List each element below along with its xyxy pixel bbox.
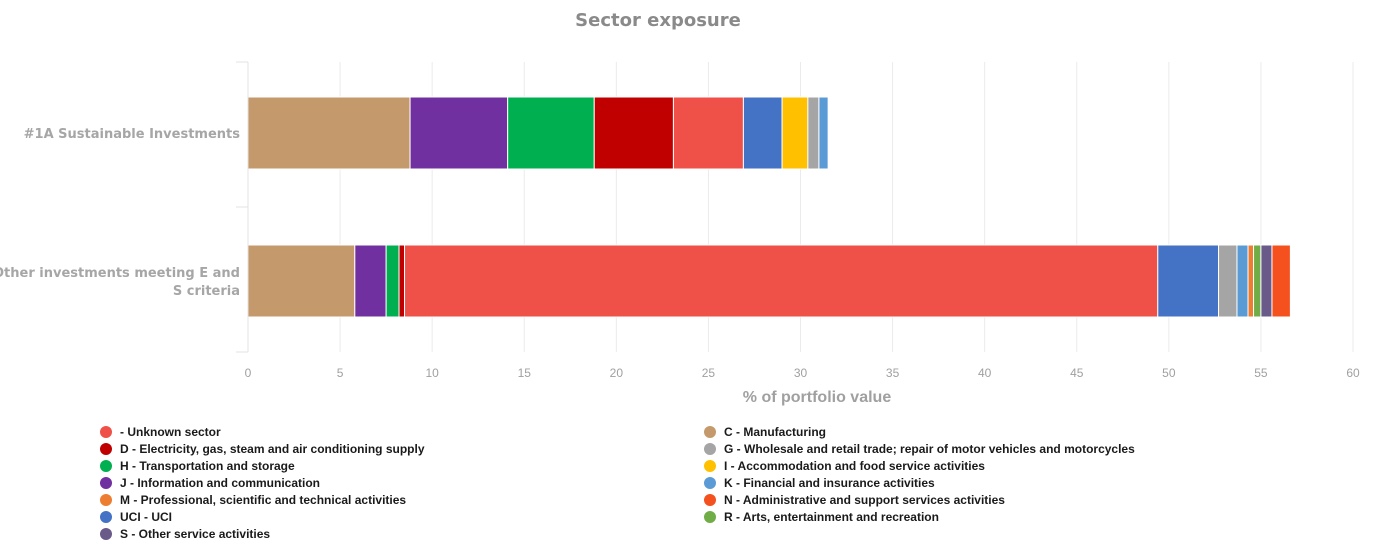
- x-tick-label: 10: [425, 366, 439, 380]
- legend-marker: [100, 476, 112, 489]
- x-tick-label: 35: [886, 366, 900, 380]
- legend-item[interactable]: D - Electricity, gas, steam and air cond…: [100, 440, 425, 457]
- legend-label: J - Information and communication: [120, 475, 321, 490]
- bar-segment[interactable]: [1253, 244, 1262, 318]
- legend-marker: [704, 476, 716, 489]
- legend-item[interactable]: - Unknown sector: [100, 423, 425, 440]
- bar-segment[interactable]: [1260, 244, 1273, 318]
- chart-legend: - Unknown sector D - Electricity, gas, st…: [100, 423, 1300, 541]
- legend-marker: [100, 493, 112, 506]
- legend-marker: [704, 510, 716, 523]
- bar-segment[interactable]: [807, 96, 820, 170]
- legend-item[interactable]: J - Information and communication: [100, 474, 425, 491]
- legend-label: C - Manufacturing: [724, 424, 826, 439]
- x-tick-label: 60: [1346, 366, 1360, 380]
- legend-item[interactable]: G - Wholesale and retail trade; repair o…: [704, 440, 1135, 457]
- chart-title: Sector exposure: [575, 10, 741, 31]
- category-labels: #1A Sustainable Investments # 1B Other in…: [0, 127, 240, 299]
- legend-label: N - Administrative and support services …: [724, 492, 1005, 507]
- legend-column-right: C - Manufacturing G - Wholesale and retai…: [704, 423, 1135, 525]
- bar-segment[interactable]: [1218, 244, 1238, 318]
- x-tick-label: 45: [1070, 366, 1084, 380]
- legend-item[interactable]: I - Accommodation and food service activ…: [704, 457, 1135, 474]
- x-tick-label: 40: [978, 366, 992, 380]
- bar-segment[interactable]: [818, 96, 829, 170]
- bar-segment[interactable]: [398, 244, 406, 318]
- bar-segment[interactable]: [1236, 244, 1249, 318]
- legend-label: M - Professional, scientific and technic…: [120, 492, 407, 507]
- bar-segment[interactable]: [404, 244, 1159, 318]
- bar-segment[interactable]: [247, 96, 411, 170]
- legend-item[interactable]: N - Administrative and support services …: [704, 491, 1135, 508]
- x-tick-label: 15: [518, 366, 532, 380]
- bar-segment[interactable]: [385, 244, 400, 318]
- legend-label: G - Wholesale and retail trade; repair o…: [724, 441, 1135, 456]
- x-tick-label: 5: [337, 366, 344, 380]
- bar-segment[interactable]: [742, 96, 783, 170]
- legend-marker: [100, 442, 112, 455]
- legend-marker: [704, 442, 716, 455]
- bar-segment[interactable]: [409, 96, 509, 170]
- bar-segment[interactable]: [1157, 244, 1220, 318]
- bar-segment[interactable]: [247, 244, 356, 318]
- bar-segment[interactable]: [781, 96, 809, 170]
- legend-label: UCI - UCI: [120, 509, 172, 524]
- legend-marker: [704, 425, 716, 438]
- x-tick-label: 55: [1254, 366, 1268, 380]
- x-tick-label: 25: [702, 366, 716, 380]
- bar-segment[interactable]: [1247, 244, 1255, 318]
- x-axis-title: % of portfolio value: [743, 389, 892, 406]
- legend-item[interactable]: R - Arts, entertainment and recreation: [704, 508, 1135, 525]
- legend-column-left: - Unknown sector D - Electricity, gas, st…: [100, 423, 425, 541]
- x-tick-label: 20: [610, 366, 624, 380]
- legend-label: S - Other service activities: [120, 526, 271, 541]
- bars: [247, 96, 1291, 318]
- x-tick-labels: 0 5 10 15 20 25 30 35 40 45 50 55 60: [245, 366, 1360, 380]
- legend-marker: [704, 459, 716, 472]
- legend-label: K - Financial and insurance activities: [724, 475, 935, 490]
- bar-segment[interactable]: [593, 96, 674, 170]
- legend-item[interactable]: UCI - UCI: [100, 508, 425, 525]
- bar-segment[interactable]: [354, 244, 387, 318]
- bar-segment[interactable]: [672, 96, 744, 170]
- legend-label: I - Accommodation and food service activ…: [724, 458, 985, 473]
- x-tick-label: 50: [1162, 366, 1176, 380]
- legend-label: - Unknown sector: [120, 424, 221, 439]
- x-tick-label: 0: [245, 366, 252, 380]
- legend-label: D - Electricity, gas, steam and air cond…: [120, 441, 425, 456]
- bar-segment[interactable]: [507, 96, 595, 170]
- x-tick-label: 30: [794, 366, 808, 380]
- y-axis: [236, 61, 249, 353]
- legend-item[interactable]: M - Professional, scientific and technic…: [100, 491, 425, 508]
- legend-marker: [100, 425, 112, 438]
- category-label: #1A Sustainable Investments: [24, 127, 241, 142]
- legend-label: H - Transportation and storage: [120, 458, 295, 473]
- bar-segment[interactable]: [1271, 244, 1291, 318]
- legend-marker: [100, 459, 112, 472]
- legend-item[interactable]: S - Other service activities: [100, 525, 425, 541]
- sector-exposure-chart: Sector exposure #1A Sustainable Investme…: [0, 10, 1360, 406]
- legend-marker: [704, 493, 716, 506]
- legend-item[interactable]: H - Transportation and storage: [100, 457, 425, 474]
- legend-marker: [100, 527, 112, 540]
- legend-label: R - Arts, entertainment and recreation: [724, 509, 939, 524]
- legend-item[interactable]: K - Financial and insurance activities: [704, 474, 1135, 491]
- legend-marker: [100, 510, 112, 523]
- legend-item[interactable]: C - Manufacturing: [704, 423, 1135, 440]
